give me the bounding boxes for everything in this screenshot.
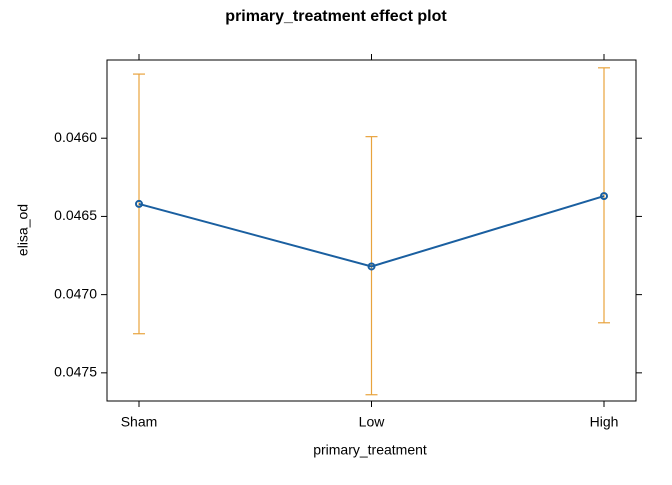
point bbox=[135, 199, 143, 208]
x-tick-label: Sham bbox=[121, 414, 158, 430]
y-axis-title: elisa_od bbox=[15, 204, 31, 256]
chart-title: primary_treatment effect plot bbox=[225, 8, 447, 25]
x-tick-label: Low bbox=[359, 414, 386, 430]
effect-line bbox=[138, 195, 605, 268]
x-tick-label: High bbox=[590, 414, 619, 430]
y-tick-label: 0.0470 bbox=[54, 285, 97, 301]
y-tick-label: 0.0475 bbox=[54, 364, 97, 380]
y-tick-label: 0.0460 bbox=[54, 129, 97, 145]
x-axis-title: primary_treatment bbox=[313, 442, 427, 458]
y-tick-label: 0.0465 bbox=[54, 207, 97, 223]
point bbox=[367, 262, 376, 271]
point bbox=[600, 192, 608, 201]
